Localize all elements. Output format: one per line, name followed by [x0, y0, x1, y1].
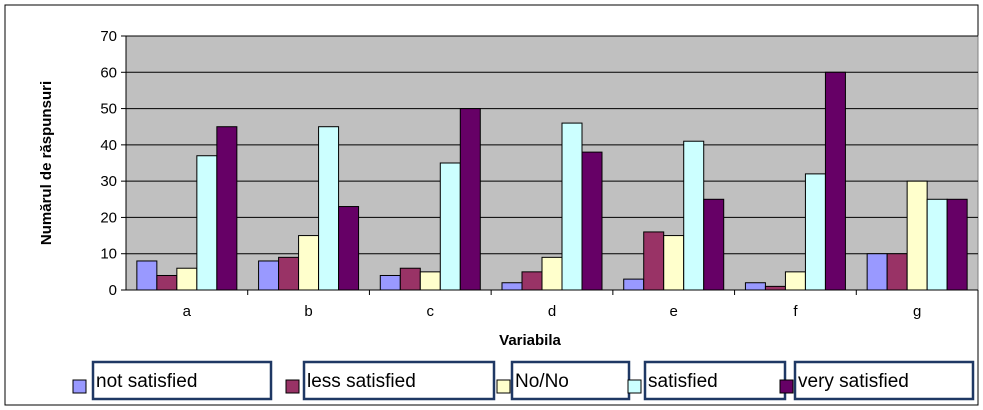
bar-less-satisfied-g: [886, 253, 908, 291]
bar-less-satisfied-c: [399, 267, 421, 291]
legend-swatch-satisfied: [627, 379, 642, 394]
bar-no-no-a: [176, 267, 198, 291]
y-tick-label: 60: [100, 64, 117, 81]
bar-less-satisfied-e: [643, 231, 665, 291]
y-axis-title: Numărul de răspunsuri: [38, 81, 55, 245]
bar-very-satisfied-a: [216, 126, 238, 291]
bar-very-satisfied-f: [824, 71, 846, 291]
bar-not-satisfied-e: [623, 278, 645, 291]
legend-box: [91, 360, 273, 401]
bar-satisfied-c: [439, 162, 461, 291]
bar-no-no-g: [906, 180, 928, 291]
bar-very-satisfied-e: [703, 198, 725, 291]
x-tick-label: f: [793, 303, 798, 320]
plot-area: 0 10 20 30 40 50 60 70 a b c d e f g: [100, 28, 979, 320]
legend-label-less-satisfied: less satisfied: [307, 371, 416, 392]
legend-swatch-very-satisfied: [779, 379, 794, 394]
legend-swatch-no-no: [496, 379, 511, 394]
legend-label-satisfied: satisfied: [648, 371, 718, 392]
legend-label-very-satisfied: very satisfied: [798, 371, 909, 392]
bar-very-satisfied-c: [459, 108, 481, 291]
bar-no-no-c: [419, 271, 441, 291]
bar-less-satisfied-a: [156, 274, 178, 291]
legend-swatch-not-satisfied: [72, 379, 87, 394]
legend-label-not-satisfied: not satisfied: [96, 371, 197, 392]
bar-very-satisfied-d: [581, 151, 603, 291]
bar-no-no-b: [298, 235, 320, 291]
x-tick-label: e: [670, 303, 678, 320]
legend-label-no-no: No/No: [515, 371, 569, 392]
bar-no-no-f: [784, 271, 806, 291]
legend-swatch-less-satisfied: [285, 379, 300, 394]
bar-not-satisfied-c: [379, 274, 401, 291]
bar-not-satisfied-a: [136, 260, 158, 291]
x-tick-label: b: [304, 303, 312, 320]
bar-less-satisfied-f: [764, 285, 786, 291]
y-tick-label: 70: [100, 28, 117, 45]
y-tick-label: 20: [100, 209, 117, 226]
bar-satisfied-d: [561, 122, 583, 291]
bar-not-satisfied-f: [744, 282, 766, 291]
bar-no-no-d: [541, 256, 563, 291]
y-tick-label: 10: [100, 246, 117, 263]
x-tick-label: c: [427, 303, 435, 320]
bar-satisfied-a: [196, 155, 218, 291]
x-axis-title: Variabila: [499, 332, 561, 349]
bar-less-satisfied-d: [521, 271, 543, 291]
plot-background: [125, 35, 979, 291]
y-tick-label: 40: [100, 137, 117, 154]
bar-very-satisfied-b: [338, 206, 360, 291]
bar-satisfied-g: [926, 198, 948, 291]
bar-not-satisfied-g: [866, 253, 888, 291]
bar-no-no-e: [663, 235, 685, 291]
legend-box: [793, 360, 975, 401]
legend: not satisfied less satisfied No/No satisfie…: [72, 360, 975, 401]
legend-box: [302, 360, 496, 401]
bar-not-satisfied-b: [258, 260, 280, 291]
x-tick-label: g: [913, 303, 921, 320]
bar-satisfied-e: [683, 140, 705, 291]
bar-satisfied-b: [318, 126, 340, 291]
x-tick-label: d: [548, 303, 556, 320]
bar-less-satisfied-b: [278, 256, 300, 291]
x-tick-label: a: [183, 303, 192, 320]
y-tick-label: 0: [109, 282, 117, 299]
y-tick-label: 50: [100, 101, 117, 118]
bar-satisfied-f: [804, 173, 826, 291]
bar-very-satisfied-g: [946, 198, 968, 291]
bar-not-satisfied-d: [501, 282, 523, 291]
y-tick-label: 30: [100, 173, 117, 190]
